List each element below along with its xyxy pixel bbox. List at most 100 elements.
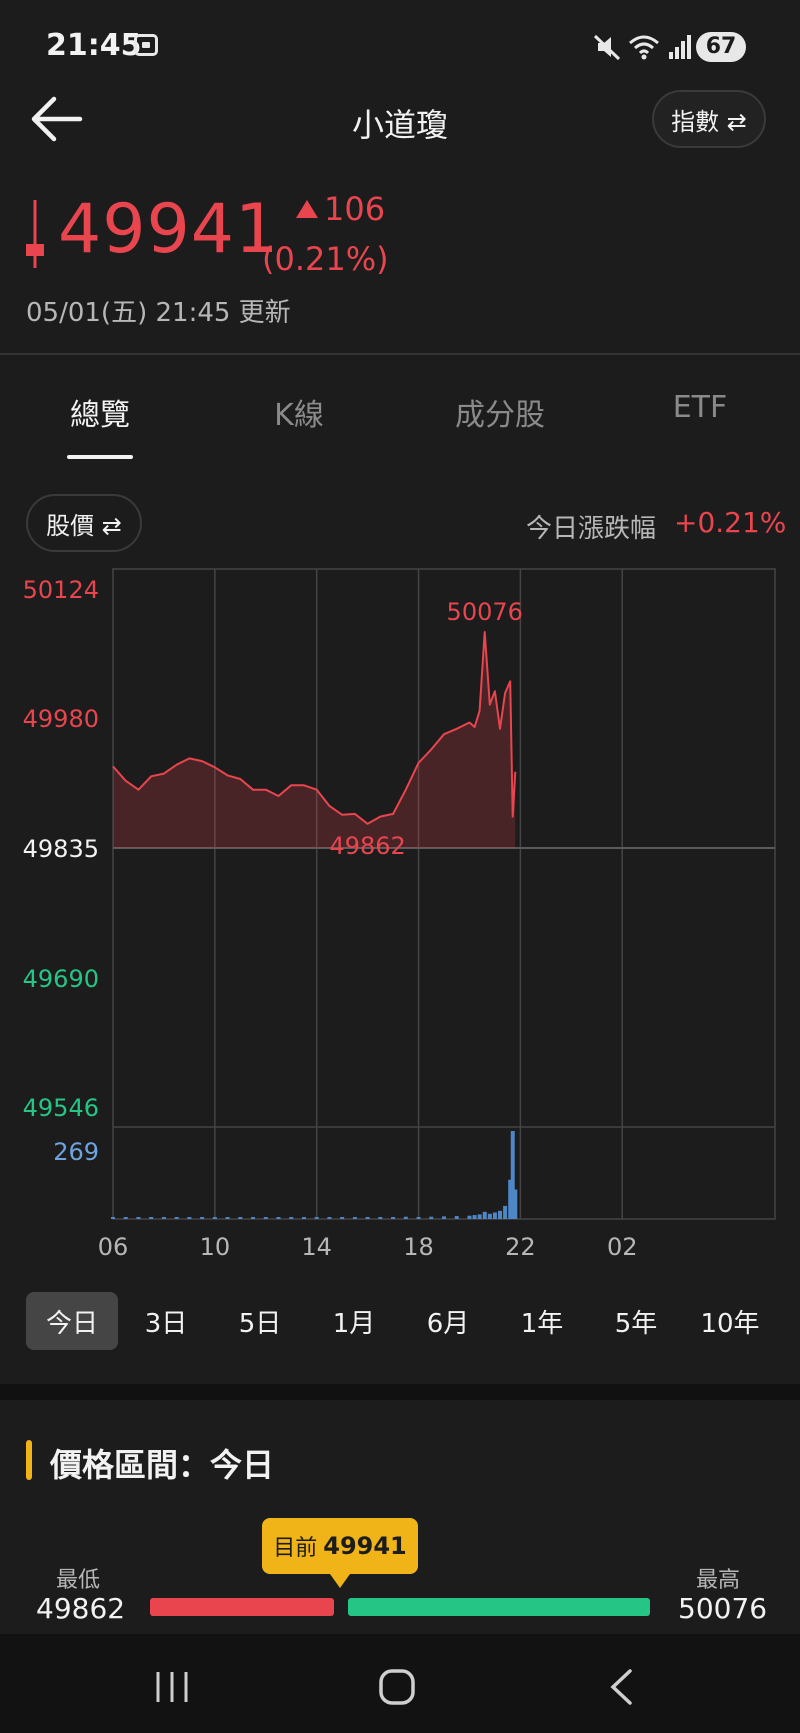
battery-indicator: 67 xyxy=(696,32,746,62)
range-button[interactable]: 6月 xyxy=(426,1308,470,1339)
volume-bar xyxy=(391,1217,396,1219)
volume-bar xyxy=(487,1213,492,1219)
volume-bar xyxy=(212,1217,217,1219)
page-title: 小道瓊 xyxy=(351,106,448,144)
volume-bar xyxy=(477,1214,482,1219)
back-arrow-icon[interactable] xyxy=(30,96,84,142)
system-nav-bar xyxy=(0,1634,800,1733)
x-tick-label: 10 xyxy=(200,1233,231,1260)
price-change-percent: (0.21%) xyxy=(262,240,389,278)
range-button[interactable]: 1月 xyxy=(332,1308,376,1339)
recent-apps-icon[interactable] xyxy=(154,1670,190,1704)
range-button[interactable]: 10年 xyxy=(700,1308,760,1339)
volume-bar xyxy=(289,1217,294,1219)
volume-bar xyxy=(238,1217,243,1219)
x-tick-label: 18 xyxy=(403,1233,434,1260)
y-tick-label: 49980 xyxy=(23,705,99,733)
volume-bar xyxy=(365,1217,370,1219)
x-tick-label: 06 xyxy=(98,1233,129,1260)
divider xyxy=(0,353,800,355)
volume-bar xyxy=(111,1217,115,1219)
mute-icon xyxy=(593,34,621,61)
price-line xyxy=(112,631,517,825)
wifi-icon xyxy=(629,35,659,60)
volume-bar xyxy=(403,1216,408,1219)
high-value: 50076 xyxy=(678,1592,768,1625)
status-bar: 21:45 67 xyxy=(0,0,800,90)
volume-bar xyxy=(174,1217,179,1219)
high-label: 最高 xyxy=(696,1568,741,1593)
volume-bar xyxy=(503,1205,508,1219)
high-point-label: 50076 xyxy=(447,598,523,626)
volume-bar xyxy=(161,1217,166,1219)
range-button[interactable]: 今日 xyxy=(26,1292,118,1350)
range-button[interactable]: 5年 xyxy=(614,1308,658,1339)
y-tick-label: 49835 xyxy=(23,835,99,863)
volume-bar xyxy=(301,1217,306,1219)
volume-bar xyxy=(136,1217,141,1219)
volume-bar xyxy=(492,1212,497,1219)
y-tick-label: 49546 xyxy=(23,1094,99,1122)
range-button[interactable]: 1年 xyxy=(520,1308,564,1339)
price-area xyxy=(113,632,516,848)
today-change-label: 今日漲跌幅 xyxy=(526,514,657,544)
volume-bar xyxy=(442,1216,446,1219)
volume-bar xyxy=(123,1217,128,1219)
volume-bar xyxy=(327,1217,332,1219)
tab-active-indicator xyxy=(67,455,133,459)
candle-icon xyxy=(26,200,44,268)
volume-bar xyxy=(510,1131,515,1219)
time-range-selector: 今日 3日 5日 1月 6月 1年 5年 10年 xyxy=(26,1292,776,1350)
signal-icon xyxy=(669,35,691,59)
x-tick-label: 14 xyxy=(301,1233,332,1260)
screenshot-icon xyxy=(134,34,158,56)
low-label: 最低 xyxy=(56,1568,101,1593)
volume-bar xyxy=(251,1217,256,1219)
current-label: 目前 xyxy=(273,1536,318,1561)
up-triangle-icon xyxy=(296,200,318,218)
update-time: 05/01(五) 21:45 更新 xyxy=(26,298,291,328)
volume-bar xyxy=(149,1217,154,1219)
range-button[interactable]: 3日 xyxy=(144,1308,188,1339)
volume-bar xyxy=(187,1217,192,1219)
price-toggle-button[interactable]: 股價 ⇄ xyxy=(26,494,142,552)
volume-bar xyxy=(508,1179,513,1219)
y-tick-label: 50124 xyxy=(23,576,99,604)
range-button[interactable]: 5日 xyxy=(238,1308,282,1339)
current-value: 49941 xyxy=(323,1532,407,1560)
volume-bar xyxy=(472,1215,477,1219)
tab-kline[interactable]: K線 xyxy=(274,398,324,433)
tab-etf[interactable]: ETF xyxy=(672,390,728,425)
volume-bar xyxy=(352,1217,357,1219)
low-point-label: 49862 xyxy=(329,832,405,860)
volume-bar xyxy=(513,1189,518,1219)
volume-bar xyxy=(314,1217,319,1219)
volume-bar xyxy=(276,1217,281,1219)
volume-bar xyxy=(429,1216,434,1219)
tab-constituents[interactable]: 成分股 xyxy=(455,398,545,433)
low-value: 49862 xyxy=(36,1592,126,1625)
section-separator xyxy=(0,1384,800,1400)
volume-bar xyxy=(263,1217,268,1219)
x-tick-label: 22 xyxy=(505,1233,536,1260)
status-time: 21:45 xyxy=(46,28,142,63)
current-price: 49941 xyxy=(58,190,280,269)
section-marker xyxy=(26,1440,32,1480)
volume-bar xyxy=(482,1211,487,1219)
volume-bar xyxy=(454,1216,459,1219)
range-bar-below xyxy=(150,1598,334,1616)
intraday-chart[interactable]: 50124 49980 49835 49690 49546 269 06 10 14 18 22 02… xyxy=(0,560,800,1260)
chart-frame xyxy=(112,568,776,1220)
y-tick-label: 49690 xyxy=(23,965,99,993)
index-toggle-button[interactable]: 指數 ⇄ xyxy=(652,90,766,148)
volume-bar xyxy=(498,1210,503,1219)
volume-bar xyxy=(200,1217,205,1219)
tab-overview[interactable]: 總覽 xyxy=(70,398,130,433)
volume-bar xyxy=(225,1217,230,1219)
back-nav-icon[interactable] xyxy=(608,1668,634,1706)
volume-tick-label: 269 xyxy=(53,1138,99,1166)
volume-bar xyxy=(467,1215,472,1219)
home-icon[interactable] xyxy=(378,1668,416,1706)
volume-bar xyxy=(340,1217,345,1219)
price-change: 106 xyxy=(324,190,386,228)
